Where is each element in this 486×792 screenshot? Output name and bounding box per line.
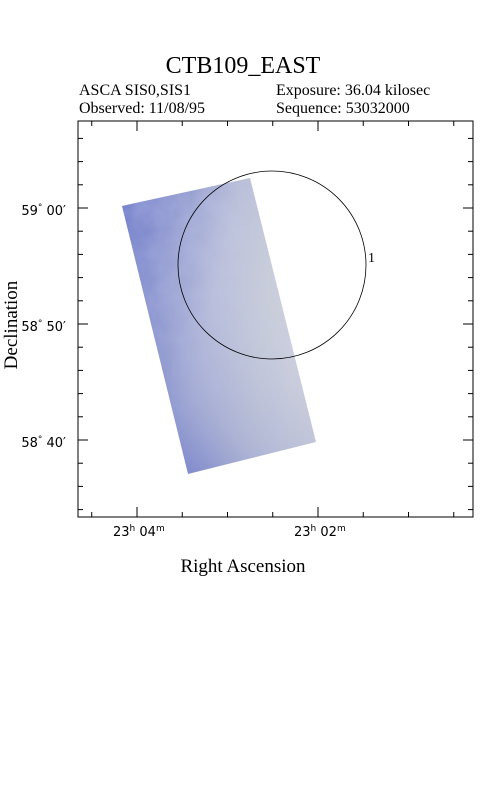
- instrument-text: ASCA SIS0,SIS1: [79, 82, 192, 99]
- observed-date-text: Observed: 11/08/95: [79, 100, 206, 117]
- source-region-circle: [177, 170, 367, 360]
- y-tick-label-5850: 58° 50′: [21, 319, 66, 335]
- image-title: CTB109_EAST: [165, 53, 321, 79]
- axis-ticks: [78, 121, 473, 517]
- sequence-text: Sequence: 53032000: [276, 100, 410, 117]
- y-tick-label-5900: 59° 00′: [21, 203, 66, 219]
- exposure-text: Exposure: 36.04 kilosec: [276, 82, 431, 99]
- region-number-label: 1: [368, 251, 375, 266]
- exposure-image-strip: [122, 178, 316, 474]
- x-tick-label-2302: 23h 02m: [294, 524, 346, 540]
- x-tick-label-2304: 23h 04m: [113, 524, 165, 540]
- plot-frame: [77, 120, 474, 518]
- x-axis-label: Right Ascension: [180, 556, 306, 577]
- y-tick-label-5840: 58° 40′: [21, 435, 66, 451]
- y-axis-label: Declination: [1, 280, 22, 370]
